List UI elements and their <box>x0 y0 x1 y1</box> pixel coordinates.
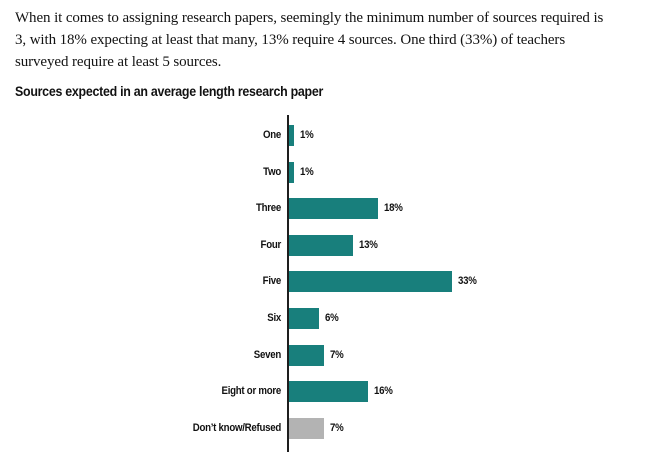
category-label: One <box>262 129 281 141</box>
category-label: Two <box>263 165 281 178</box>
value-label: 16% <box>374 385 393 398</box>
bar <box>289 417 324 439</box>
chart-axis-line <box>287 115 289 452</box>
bar <box>289 198 378 220</box>
value-label: 1% <box>300 129 314 141</box>
bar <box>289 381 368 403</box>
intro-line: When it comes to assigning research pape… <box>15 10 604 26</box>
chart-row: Two 1% <box>0 161 660 183</box>
category-label: Three <box>255 202 281 215</box>
value-label: 33% <box>458 275 477 288</box>
value-label: 18% <box>384 202 403 215</box>
bar <box>289 271 452 293</box>
intro-paragraph: When it comes to assigning research pape… <box>15 7 603 73</box>
bar <box>289 125 294 146</box>
value-label: 6% <box>325 312 339 324</box>
intro-line: 3, with 18% expecting at least that many… <box>15 32 566 48</box>
category-label: Eight or more <box>221 385 282 398</box>
chart-title: Sources expected in an average length re… <box>15 84 324 99</box>
chart-row: Five 33% <box>0 271 660 293</box>
chart-row: Three 18% <box>0 198 660 220</box>
bar <box>289 308 319 329</box>
value-label: 13% <box>359 238 378 251</box>
category-label: Seven <box>253 348 281 361</box>
chart-row: Eight or more 16% <box>0 381 660 403</box>
chart-row: One 1% <box>0 125 660 146</box>
value-label: 1% <box>300 165 314 178</box>
chart-row: Seven 7% <box>0 344 660 366</box>
category-label: Don’t know/Refused <box>192 421 282 434</box>
category-label: Six <box>267 312 281 324</box>
bar <box>289 234 353 256</box>
chart-row: Four 13% <box>0 234 660 256</box>
chart-row: Don’t know/Refused 7% <box>0 417 660 439</box>
category-label: Four <box>260 238 282 251</box>
bar <box>289 161 294 183</box>
value-label: 7% <box>330 421 344 434</box>
value-label: 7% <box>330 348 344 361</box>
intro-line: surveyed require at least 5 sources. <box>15 54 222 70</box>
bar-chart: One 1% Two 1% Three 18% Four 13% Five 33% Six 6% Sev… <box>0 115 660 455</box>
chart-row: Six 6% <box>0 308 660 329</box>
category-label: Five <box>262 275 282 288</box>
bar <box>289 344 324 366</box>
